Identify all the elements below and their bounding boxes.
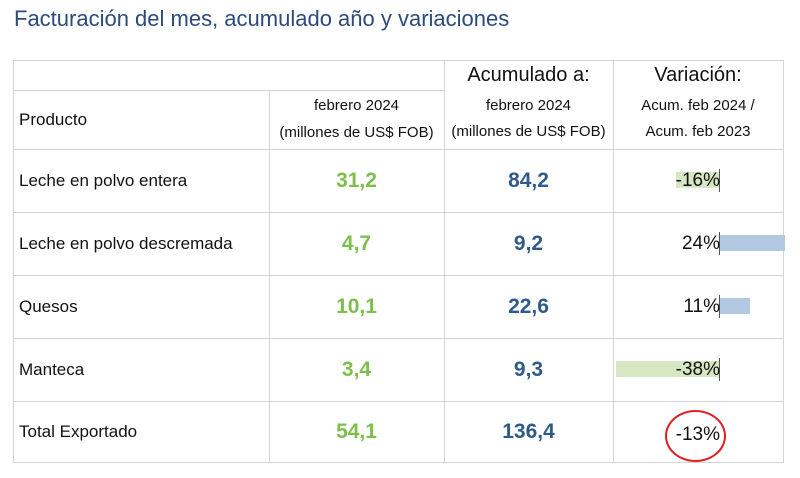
row-producto: Leche en polvo entera [19, 170, 188, 190]
variation-bar [616, 361, 719, 377]
variation-axis [719, 295, 720, 318]
table-border-right [783, 60, 784, 463]
row-acum-value: 9,2 [513, 231, 544, 255]
table-border-top [13, 60, 784, 61]
row-variacion-cell: -38% [613, 338, 783, 401]
row-producto: Leche en polvo descremada [19, 233, 233, 253]
row-divider [13, 275, 784, 276]
table-border-bottom [13, 462, 784, 463]
variation-bar [720, 298, 750, 314]
header-acumulado-title: Acumulado a: [467, 63, 590, 86]
header-acumulado: Acumulado a: febrero 2024 (millones de U… [444, 60, 613, 149]
row-mes-value: 31,2 [336, 168, 377, 192]
total-variacion-cell: -13% [613, 401, 783, 462]
page-title: Facturación del mes, acumulado año y var… [14, 6, 510, 31]
billing-table: Producto febrero 2024 (millones de US$ F… [13, 60, 785, 463]
header-mes-line1: febrero 2024 [313, 97, 400, 115]
column-divider [269, 90, 270, 463]
header-variacion-line2: Acum. feb 2023 [645, 123, 751, 140]
row-divider [13, 338, 784, 339]
row-mes-value: 3,4 [341, 357, 372, 381]
row-variacion-cell: -16% [613, 149, 783, 212]
column-divider [444, 60, 445, 463]
header-acumulado-line1: febrero 2024 [485, 96, 572, 114]
highlight-circle [665, 410, 726, 462]
header-variacion-title: Variación: [654, 63, 742, 86]
row-variacion-value: -16% [675, 170, 720, 191]
row-variacion-cell: 11% [613, 275, 783, 338]
row-acum-value: 9,3 [513, 357, 544, 381]
row-acum-value: 84,2 [508, 168, 549, 192]
row-mes-value: 10,1 [336, 294, 377, 318]
total-acum-value: 136,4 [502, 419, 555, 443]
row-divider [13, 212, 784, 213]
header-mes-line2: (millones de US$ FOB) [279, 123, 434, 141]
row-producto: Quesos [19, 296, 78, 316]
variation-axis [719, 169, 720, 192]
header-bottom-border [13, 149, 784, 150]
row-variacion-cell: 24% [613, 212, 785, 275]
row-acum-value: 22,6 [508, 294, 549, 318]
row-producto: Manteca [19, 359, 85, 379]
header-variacion: Variación: Acum. feb 2024 / Acum. feb 20… [613, 60, 783, 149]
variation-bar [720, 235, 785, 251]
row-variacion-value: 11% [683, 296, 720, 317]
header-variacion-line1: Acum. feb 2024 / [641, 96, 755, 114]
header-mes: febrero 2024 (millones de US$ FOB) [269, 90, 444, 149]
row-divider [13, 401, 784, 402]
header-producto: Producto [19, 109, 88, 129]
header-divider [13, 90, 444, 91]
table-border-left [13, 60, 14, 463]
header-acumulado-line2: (millones de US$ FOB) [451, 123, 606, 140]
row-mes-value: 4,7 [341, 231, 372, 255]
variation-axis [719, 358, 720, 381]
variation-bar [675, 172, 719, 188]
total-mes-value: 54,1 [336, 419, 377, 443]
total-producto: Total Exportado [19, 421, 138, 441]
column-divider [613, 60, 614, 463]
variation-axis [719, 232, 720, 255]
row-variacion-value: 24% [681, 233, 720, 254]
row-variacion-value: -38% [675, 359, 720, 380]
